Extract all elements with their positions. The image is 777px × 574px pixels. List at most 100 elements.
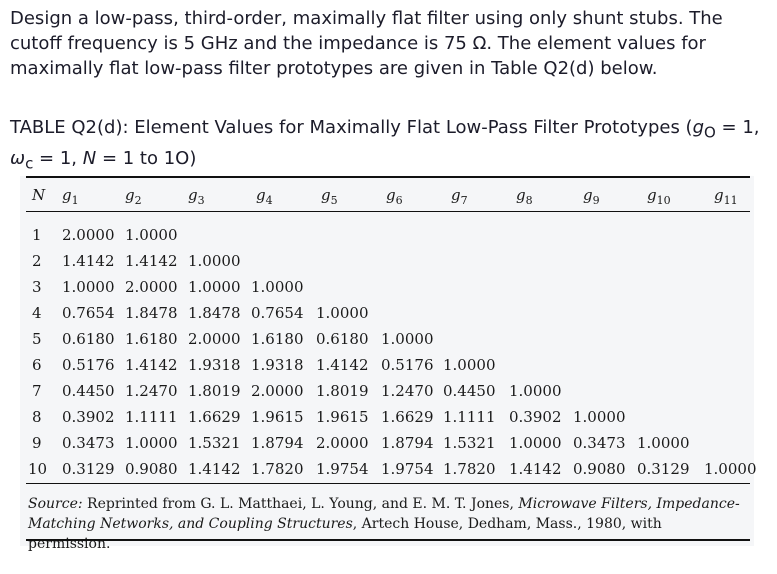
row-n: 7 bbox=[32, 382, 42, 400]
table-cell: 1.6180 bbox=[251, 330, 304, 348]
row-n: 9 bbox=[32, 434, 42, 452]
table-cell: 1.9615 bbox=[251, 408, 304, 426]
table-top-rule bbox=[26, 176, 750, 178]
table-cell: 0.6180 bbox=[62, 330, 115, 348]
table-cell: 1.8019 bbox=[316, 382, 369, 400]
table-cell: 1.5321 bbox=[443, 434, 496, 452]
table-cell: 0.4450 bbox=[443, 382, 496, 400]
table-cell: 1.0000 bbox=[509, 434, 562, 452]
table-cell: 0.7654 bbox=[251, 304, 304, 322]
table-cell: 1.9318 bbox=[251, 356, 304, 374]
omega-c-value: = 1, bbox=[33, 147, 83, 169]
table-cell: 1.8019 bbox=[188, 382, 241, 400]
table-cell: 1.1111 bbox=[443, 408, 496, 426]
table-cell: 2.0000 bbox=[125, 278, 178, 296]
table-cell: 2.0000 bbox=[188, 330, 241, 348]
table-header-rule bbox=[26, 211, 750, 212]
table-cell: 1.2470 bbox=[125, 382, 178, 400]
table-cell: 1.0000 bbox=[509, 382, 562, 400]
table-cell: 0.3473 bbox=[573, 434, 626, 452]
table-cell: 1.8794 bbox=[251, 434, 304, 452]
table-cell: 1.0000 bbox=[704, 460, 757, 478]
table-cell: 0.5176 bbox=[381, 356, 434, 374]
table-source-note: Source: Reprinted from G. L. Matthaei, L… bbox=[28, 494, 748, 554]
table-cell: 1.4142 bbox=[509, 460, 562, 478]
table-cell: 0.3129 bbox=[637, 460, 690, 478]
question-text: Design a low-pass, third-order, maximall… bbox=[10, 8, 723, 79]
table-cell: 1.9754 bbox=[316, 460, 369, 478]
table-cell: 1.5321 bbox=[188, 434, 241, 452]
table-cell: 1.0000 bbox=[316, 304, 369, 322]
table-cell: 2.0000 bbox=[62, 226, 115, 244]
table-cell: 0.4450 bbox=[62, 382, 115, 400]
source-label: Source: bbox=[28, 496, 83, 512]
table-cell: 1.9318 bbox=[188, 356, 241, 374]
table-cell: 0.6180 bbox=[316, 330, 369, 348]
header-g9: g9 bbox=[583, 186, 600, 207]
table-cell: 1.6180 bbox=[125, 330, 178, 348]
header-g3: g3 bbox=[188, 186, 205, 207]
table-cell: 1.0000 bbox=[125, 226, 178, 244]
header-g8: g8 bbox=[516, 186, 533, 207]
table-cell: 2.0000 bbox=[251, 382, 304, 400]
table-cell: 1.8478 bbox=[188, 304, 241, 322]
source-book-title: Microwave Filters, Impedance-Matching Ne… bbox=[28, 496, 740, 532]
table-cell: 0.3129 bbox=[62, 460, 115, 478]
row-n: 1 bbox=[32, 226, 42, 244]
row-n: 5 bbox=[32, 330, 42, 348]
header-g7: g7 bbox=[451, 186, 468, 207]
source-text: Reprinted from G. L. Matthaei, L. Young,… bbox=[82, 496, 519, 512]
header-n: N bbox=[32, 186, 46, 204]
table-cell: 1.6629 bbox=[188, 408, 241, 426]
header-g1: g1 bbox=[62, 186, 79, 207]
table-cell: 1.6629 bbox=[381, 408, 434, 426]
table-cell: 0.7654 bbox=[62, 304, 115, 322]
table-cell: 1.4142 bbox=[125, 252, 178, 270]
table-cell: 1.9754 bbox=[381, 460, 434, 478]
header-g2: g2 bbox=[125, 186, 142, 207]
table-source-rule bbox=[26, 483, 750, 484]
caption-text: TABLE Q2(d): Element Values for Maximall… bbox=[10, 117, 693, 138]
table-cell: 1.4142 bbox=[62, 252, 115, 270]
n-symbol: N bbox=[82, 147, 97, 169]
row-n: 2 bbox=[32, 252, 42, 270]
table-cell: 1.2470 bbox=[381, 382, 434, 400]
n-range: = 1 to 1O) bbox=[96, 147, 197, 169]
table-cell: 0.3902 bbox=[509, 408, 562, 426]
table-cell: 2.0000 bbox=[316, 434, 369, 452]
row-n: 10 bbox=[28, 460, 48, 478]
table-cell: 1.7820 bbox=[443, 460, 496, 478]
row-n: 3 bbox=[32, 278, 42, 296]
table-cell: 1.0000 bbox=[637, 434, 690, 452]
table-cell: 1.4142 bbox=[188, 460, 241, 478]
g0-value: = 1, bbox=[715, 117, 760, 138]
table-bottom-rule bbox=[26, 539, 750, 541]
table-cell: 1.8794 bbox=[381, 434, 434, 452]
table-cell: 0.9080 bbox=[573, 460, 626, 478]
omega-c-subscript: c bbox=[25, 154, 34, 173]
table-cell: 1.4142 bbox=[316, 356, 369, 374]
omega-c-symbol: ω bbox=[10, 147, 26, 169]
table-cell: 1.0000 bbox=[188, 278, 241, 296]
table-cell: 1.4142 bbox=[125, 356, 178, 374]
table-cell: 1.0000 bbox=[125, 434, 178, 452]
table-cell: 1.0000 bbox=[251, 278, 304, 296]
table-cell: 1.0000 bbox=[573, 408, 626, 426]
row-n: 6 bbox=[32, 356, 42, 374]
table-cell: 1.1111 bbox=[125, 408, 178, 426]
table-cell: 1.0000 bbox=[381, 330, 434, 348]
header-g11: g11 bbox=[714, 186, 738, 207]
table-cell: 1.0000 bbox=[188, 252, 241, 270]
table-cell: 0.3473 bbox=[62, 434, 115, 452]
row-n: 4 bbox=[32, 304, 42, 322]
g0-subscript: O bbox=[704, 123, 716, 142]
table-cell: 1.7820 bbox=[251, 460, 304, 478]
g0-symbol: g bbox=[692, 117, 705, 138]
table-cell: 1.0000 bbox=[62, 278, 115, 296]
table-cell: 1.9615 bbox=[316, 408, 369, 426]
table-cell: 1.8478 bbox=[125, 304, 178, 322]
table-caption: TABLE Q2(d): Element Values for Maximall… bbox=[10, 115, 770, 176]
header-g5: g5 bbox=[321, 186, 338, 207]
header-g10: g10 bbox=[647, 186, 671, 207]
